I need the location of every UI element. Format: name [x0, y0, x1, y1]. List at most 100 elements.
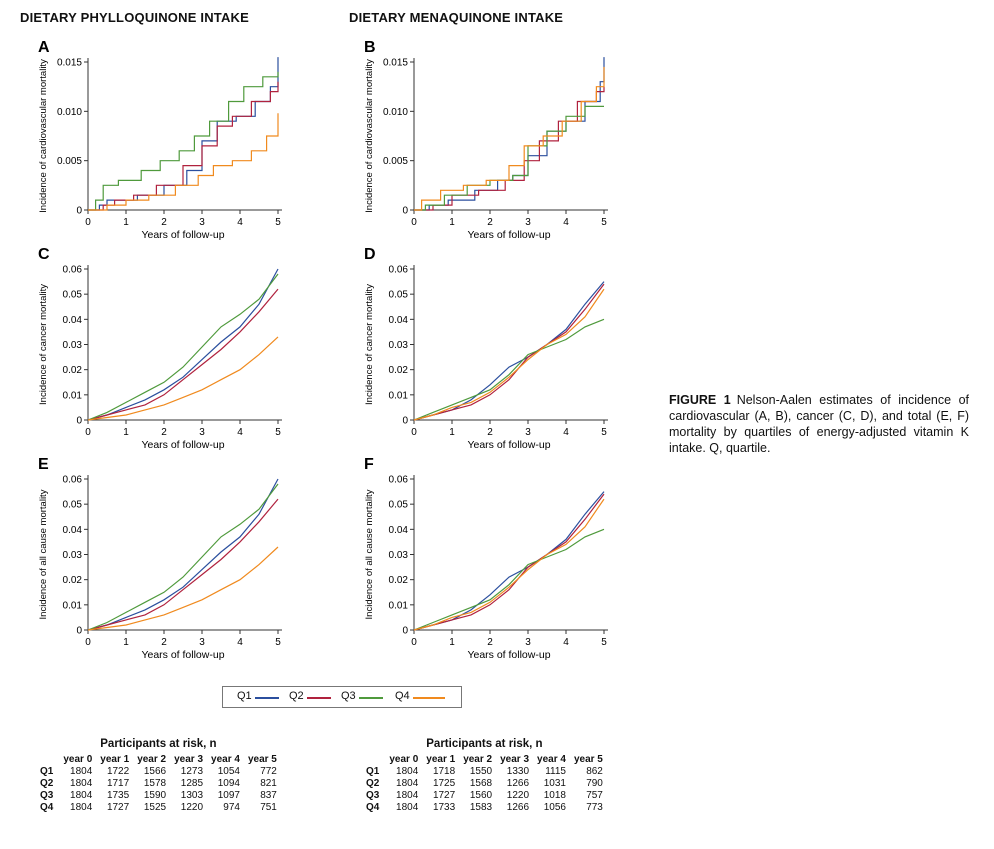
x-tick-label: 2: [161, 217, 167, 228]
panel-d: D 0 0.01 0.02 0.03 0.04 0.05 0.06 0 1 2 3 4 5 Years of…: [364, 246, 608, 451]
x-tick-label: 4: [237, 637, 243, 648]
risk-count: 1718: [432, 766, 456, 777]
panel-letter: A: [38, 39, 50, 56]
risk-count: 1220: [180, 802, 204, 813]
quartile-label: Q1: [366, 766, 380, 777]
x-tick-label: 2: [161, 427, 167, 438]
legend-line-q4: [413, 697, 445, 699]
risk-count: 1583: [469, 802, 493, 813]
series-line-q3: [414, 105, 604, 211]
y-tick-label: 0.04: [63, 525, 83, 536]
y-tick-label: 0: [402, 626, 408, 637]
x-tick-label: 1: [449, 217, 455, 228]
x-axis-label: Years of follow-up: [141, 649, 224, 661]
x-tick-label: 4: [237, 217, 243, 228]
col-header: year 2: [463, 754, 493, 765]
y-tick-label: 0.06: [63, 475, 83, 486]
risk-table-right-title: Participants at risk, n: [426, 738, 543, 750]
col-header: year 3: [174, 754, 204, 765]
risk-count: 1550: [469, 766, 493, 777]
series-line-q1: [88, 57, 279, 211]
x-tick-label: 5: [275, 217, 281, 228]
y-axis-label: Incidence of all cause mortality: [38, 489, 49, 619]
risk-count: 1266: [506, 802, 530, 813]
risk-count: 1804: [70, 802, 93, 813]
x-tick-label: 3: [199, 427, 205, 438]
col-header: year 1: [100, 754, 130, 765]
series-line-q1: [87, 478, 279, 631]
y-tick-label: 0.010: [57, 107, 82, 118]
risk-count: 1725: [432, 778, 456, 789]
x-tick-label: 2: [487, 427, 493, 438]
risk-count: 757: [586, 790, 603, 801]
panel-b: B 0 0.005 0.010 0.015 0 1 2 3 4 5 Years of follow-u…: [364, 39, 608, 241]
y-tick-label: 0.04: [389, 315, 409, 326]
x-tick-label: 0: [85, 427, 91, 438]
x-tick-label: 5: [601, 427, 607, 438]
y-axis-label: Incidence of cancer mortality: [38, 284, 49, 405]
legend-line-q1: [255, 697, 279, 699]
series-line-q3: [413, 528, 605, 631]
series-line-q2: [87, 498, 279, 631]
risk-count: 1220: [506, 790, 530, 801]
risk-row: Q4 1804 1727 1525 1220 974 751: [36, 802, 281, 814]
y-tick-label: 0.02: [389, 365, 409, 376]
y-tick-label: 0.005: [57, 156, 82, 167]
caption-label: FIGURE 1: [669, 393, 731, 407]
y-tick-label: 0.03: [389, 340, 409, 351]
quartile-label: Q4: [40, 802, 54, 813]
risk-count: 1735: [106, 790, 130, 801]
risk-count: 1266: [506, 778, 530, 789]
quartile-label: Q2: [40, 778, 54, 789]
y-tick-label: 0.02: [63, 365, 83, 376]
col-header: year 1: [426, 754, 456, 765]
col-header: [362, 754, 385, 766]
x-tick-label: 2: [487, 637, 493, 648]
x-axis-label: Years of follow-up: [467, 649, 550, 661]
x-tick-label: 1: [123, 637, 129, 648]
risk-count: 1115: [545, 766, 566, 777]
y-tick-label: 0.06: [63, 265, 83, 276]
y-tick-label: 0.05: [389, 500, 409, 511]
risk-table-right-grid: year 0 year 1 year 2 year 3 year 4 year …: [362, 754, 607, 814]
y-tick-label: 0.04: [389, 525, 409, 536]
y-axis-label: Incidence of cancer mortality: [364, 284, 375, 405]
quartile-label: Q4: [366, 802, 380, 813]
risk-count: 974: [223, 802, 240, 813]
col-header: year 5: [247, 754, 277, 765]
series-line-q2: [414, 86, 605, 211]
panel-letter: E: [38, 456, 49, 473]
series-line-q4: [413, 288, 605, 421]
right-column-title: DIETARY MENAQUINONE INTAKE: [349, 10, 564, 25]
series-line-q4: [413, 498, 605, 631]
risk-count: 821: [260, 778, 277, 789]
y-tick-label: 0.015: [57, 58, 82, 69]
risk-count: 1560: [469, 790, 493, 801]
x-tick-label: 0: [85, 637, 91, 648]
panel-letter: B: [364, 39, 376, 56]
y-tick-label: 0: [76, 416, 82, 427]
risk-count: 1727: [106, 802, 130, 813]
risk-count: 1804: [396, 802, 419, 813]
panel-e: E 0 0.01 0.02 0.03 0.04 0.05 0.06 0 1 2 3 4 5 Years of…: [38, 456, 282, 661]
risk-count: 1717: [106, 778, 130, 789]
x-tick-label: 1: [123, 427, 129, 438]
x-tick-label: 4: [563, 637, 569, 648]
col-header: year 5: [573, 754, 603, 765]
risk-row: Q1 1804 1722 1566 1273 1054 772: [36, 766, 281, 778]
panel-letter: F: [364, 456, 374, 473]
risk-count: 1804: [70, 766, 93, 777]
y-tick-label: 0.015: [383, 58, 408, 69]
risk-count: 1273: [180, 766, 204, 777]
x-tick-label: 5: [275, 427, 281, 438]
risk-row: Q1 1804 1718 1550 1330 1115 862: [362, 766, 607, 778]
quartile-label: Q3: [366, 790, 380, 801]
series-line-q3: [87, 483, 279, 631]
legend-line-q3: [359, 697, 383, 699]
risk-count: 1054: [217, 766, 240, 777]
x-tick-label: 1: [449, 637, 455, 648]
risk-count: 1733: [432, 802, 456, 813]
x-axis-label: Years of follow-up: [467, 229, 550, 241]
risk-count: 1097: [217, 790, 240, 801]
